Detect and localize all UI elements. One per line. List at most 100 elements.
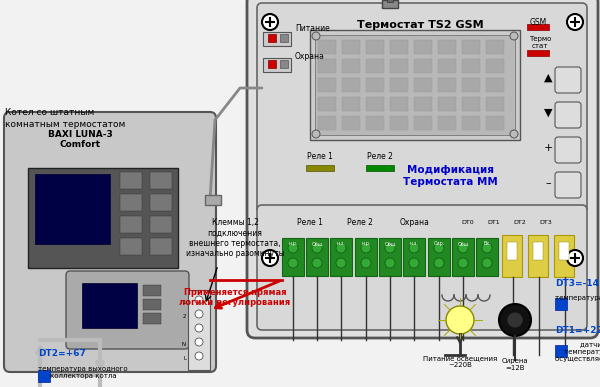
Bar — [414, 116, 432, 130]
Circle shape — [567, 250, 583, 266]
FancyBboxPatch shape — [247, 0, 598, 338]
Bar — [366, 165, 394, 171]
Bar — [366, 116, 384, 130]
Text: Общ: Общ — [385, 241, 395, 246]
Bar — [414, 40, 432, 54]
Text: GSM: GSM — [529, 18, 547, 27]
Bar — [28, 168, 178, 268]
Circle shape — [409, 243, 419, 253]
Text: Общ: Общ — [311, 241, 323, 246]
Bar — [280, 34, 288, 42]
Text: Котел со штатным: Котел со штатным — [5, 108, 94, 117]
Bar — [462, 116, 480, 130]
Text: температура выходного
коллектора котла: температура выходного коллектора котла — [38, 366, 128, 379]
Text: Применяется прямая
логики регулирования: Применяется прямая логики регулирования — [179, 288, 290, 307]
Circle shape — [482, 258, 492, 268]
Bar — [366, 59, 384, 73]
Bar — [387, 0, 393, 2]
Circle shape — [195, 352, 203, 360]
Bar — [263, 58, 291, 72]
Text: DT0: DT0 — [461, 220, 475, 225]
Bar — [554, 235, 574, 277]
Bar — [462, 59, 480, 73]
Bar — [366, 97, 384, 111]
Text: BAXI LUNA-3
Comfort: BAXI LUNA-3 Comfort — [47, 130, 112, 149]
Bar — [533, 242, 543, 260]
Bar — [318, 59, 336, 73]
Bar — [318, 97, 336, 111]
Text: Реле 2: Реле 2 — [367, 152, 393, 161]
Bar — [205, 195, 221, 205]
Bar — [342, 59, 360, 73]
Bar — [390, 78, 408, 92]
Bar — [38, 370, 50, 382]
Text: DT1=+22: DT1=+22 — [555, 326, 600, 335]
Circle shape — [510, 32, 518, 40]
Circle shape — [262, 14, 278, 30]
Bar — [414, 97, 432, 111]
Circle shape — [458, 243, 468, 253]
Circle shape — [195, 324, 203, 332]
Bar — [438, 97, 456, 111]
Text: Охрана: Охрана — [295, 52, 325, 61]
Text: Общ: Общ — [457, 241, 469, 246]
Bar — [188, 290, 210, 370]
Bar — [342, 97, 360, 111]
Circle shape — [499, 304, 531, 336]
Circle shape — [288, 243, 298, 253]
Bar — [318, 40, 336, 54]
Bar — [438, 116, 456, 130]
Text: Сир.: Сир. — [433, 241, 445, 246]
Text: н.р.: н.р. — [361, 241, 371, 246]
Bar — [428, 238, 450, 276]
Bar — [502, 235, 522, 277]
Bar — [527, 50, 549, 56]
Text: 2: 2 — [182, 313, 186, 319]
Text: температура улицы: температура улицы — [555, 295, 600, 301]
Bar — [82, 283, 137, 328]
Text: DT3=-14: DT3=-14 — [555, 279, 599, 288]
Circle shape — [434, 243, 444, 253]
Text: ▼: ▼ — [544, 108, 552, 118]
Bar — [486, 59, 504, 73]
Bar — [390, 59, 408, 73]
Bar — [120, 194, 142, 211]
Text: Реле 1: Реле 1 — [307, 152, 333, 161]
Bar — [318, 78, 336, 92]
Text: Клеммы 1,2
подключения
внешнего термостата,
изначально разомкнуты: Клеммы 1,2 подключения внешнего термоста… — [185, 218, 284, 258]
FancyBboxPatch shape — [555, 172, 581, 198]
Bar — [315, 35, 515, 135]
Text: комнатным термостатом: комнатным термостатом — [5, 120, 125, 129]
Text: DT2: DT2 — [514, 220, 526, 225]
Text: 1: 1 — [182, 300, 186, 305]
Bar — [462, 78, 480, 92]
Text: н.з.: н.з. — [410, 241, 418, 246]
Text: Модификация
Термостата ММ: Модификация Термостата ММ — [403, 165, 497, 187]
Circle shape — [312, 243, 322, 253]
FancyBboxPatch shape — [555, 137, 581, 163]
Bar — [120, 216, 142, 233]
Bar — [342, 116, 360, 130]
Text: DT2=+67: DT2=+67 — [38, 349, 86, 358]
Bar — [486, 78, 504, 92]
Bar — [143, 313, 161, 324]
Circle shape — [507, 312, 523, 328]
Text: н.р.: н.р. — [289, 241, 298, 246]
Circle shape — [361, 258, 371, 268]
Bar — [150, 216, 172, 233]
Bar — [355, 238, 377, 276]
Bar — [150, 172, 172, 189]
Text: DT3: DT3 — [539, 220, 553, 225]
Bar — [306, 238, 328, 276]
Circle shape — [434, 258, 444, 268]
Circle shape — [262, 250, 278, 266]
FancyBboxPatch shape — [66, 271, 189, 349]
Bar — [282, 238, 304, 276]
Bar — [35, 174, 110, 244]
Bar — [476, 238, 498, 276]
Bar — [318, 116, 336, 130]
Text: –: – — [545, 178, 551, 188]
Bar — [390, 116, 408, 130]
Circle shape — [195, 296, 203, 304]
Text: Охрана: Охрана — [400, 218, 430, 227]
